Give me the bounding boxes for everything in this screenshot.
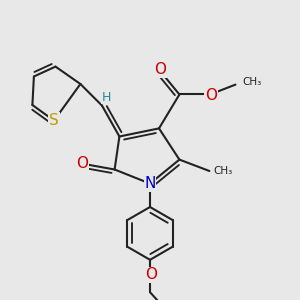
Text: N: N <box>144 176 156 191</box>
Text: H: H <box>101 91 111 104</box>
Text: CH₃: CH₃ <box>242 77 261 87</box>
Text: O: O <box>154 62 166 77</box>
Text: O: O <box>205 88 217 103</box>
Text: CH₃: CH₃ <box>213 166 232 176</box>
Text: O: O <box>145 267 157 282</box>
Text: S: S <box>49 113 59 128</box>
Text: O: O <box>76 156 88 171</box>
